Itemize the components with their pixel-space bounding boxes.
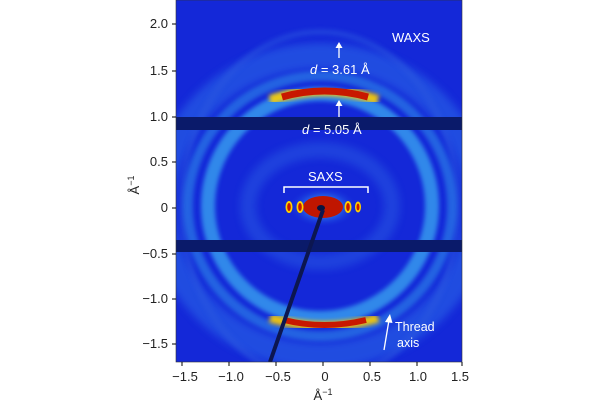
waxs-label: WAXS [392,30,430,45]
d1-value: = 3.61 Å [317,62,370,77]
d2-value: = 5.05 Å [309,122,362,137]
x-tick-label: −1.0 [218,369,244,384]
meridional-arc-bottom-core [283,317,367,328]
d2-arrow-head [335,100,343,106]
y-tick-label: 2.0 [150,16,168,31]
y-tick-label: 1.0 [150,109,168,124]
x-axis-label: Å−1 [314,387,333,403]
x-tick-label: 1.0 [409,369,427,384]
y-axis [172,23,176,345]
thread-axis-arrow-head [385,314,393,323]
y-tick-label: −1.5 [142,336,168,351]
x-tick-label: −1.5 [172,369,198,384]
x-tick-label: 1.5 [451,369,469,384]
thread-axis-label-line2: axis [397,336,419,350]
saxs-bracket [283,186,369,193]
detector-image [176,0,462,362]
x-tick-label: 0.5 [363,369,381,384]
x-axis-exponent: −1 [322,387,332,397]
outer-diffuse-ring [176,43,462,362]
y-tick-label: 1.5 [150,63,168,78]
y-axis-exponent: −1 [126,176,136,186]
plot-frame [175,0,463,363]
x-tick-label: −0.5 [265,369,291,384]
d2-symbol: d [302,122,310,137]
beamstop-shadow [317,205,325,211]
y-tick-label: 0.5 [150,154,168,169]
detector-gap-upper [176,117,462,130]
saxs-reflections [285,201,361,213]
d1-arrow-head [335,42,343,48]
x-axis-unit: Å [314,388,323,403]
meridional-arc-top-core [281,87,369,101]
d1-label: d = 3.61 Å [310,62,370,77]
y-tick-label: −0.5 [142,246,168,261]
annotations: WAXS d = 3.61 Å d = 5.05 Å SAXS Thread a… [283,30,435,351]
waxs-ring-outer [183,71,457,341]
y-axis-unit: Å [127,185,142,194]
y-axis-label: Å−1 [126,176,142,195]
beamstop-arm [268,209,325,362]
y-tick-labels: 2.0 1.5 1.0 0.5 0 −0.5 −1.0 −1.5 [142,16,168,351]
x-tick-label: 0 [321,369,328,384]
thread-axis-label-line1: Thread [395,320,435,334]
y-tick-label: 0 [161,200,168,215]
x-axis [181,362,463,366]
thread-axis-arrow-shaft [383,319,390,351]
y-tick-label: −1.0 [142,291,168,306]
saxs-label: SAXS [308,169,343,184]
d2-label: d = 5.05 Å [302,122,362,137]
x-tick-labels: −1.5 −1.0 −0.5 0 0.5 1.0 1.5 [172,369,469,384]
detector-gap-lower [176,240,462,252]
d1-symbol: d [310,62,318,77]
inner-halo [240,142,400,270]
faint-outer-ring [179,29,461,362]
